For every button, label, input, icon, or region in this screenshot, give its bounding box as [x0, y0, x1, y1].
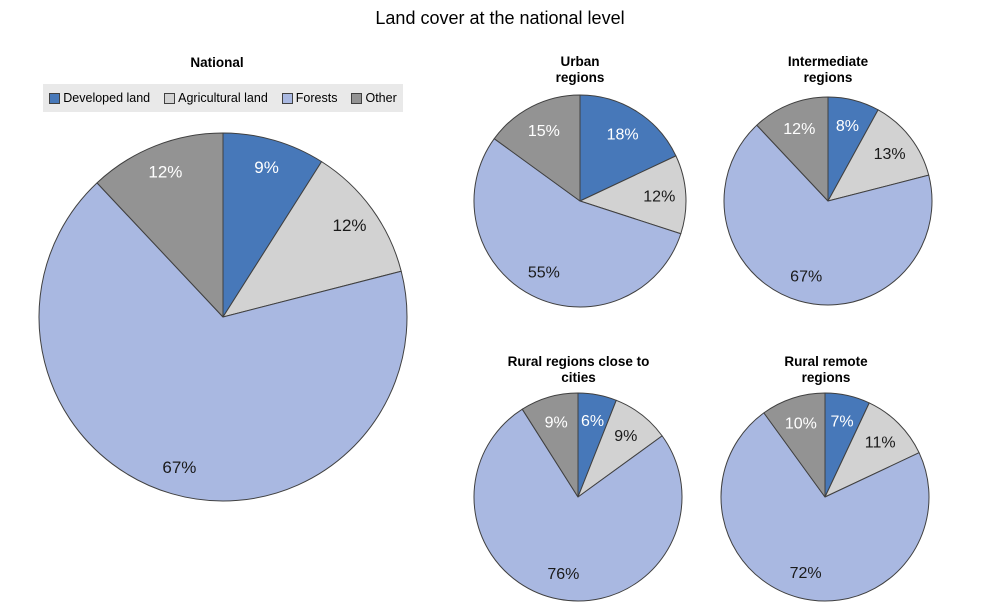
pie-slice-forests — [38, 182, 408, 502]
legend-item-other: Other — [351, 91, 397, 105]
pie-data-label-forests: 72% — [790, 565, 822, 582]
pie-data-label-other: 12% — [148, 163, 182, 182]
legend-item-developed-land: Developed land — [49, 91, 150, 105]
pie-data-label-developed-land: 9% — [254, 158, 279, 177]
pie-slice-other — [521, 392, 579, 498]
pie-rural-remote-regions: 7% 11% 72% 10% — [720, 392, 930, 602]
pie-slice-developed-land — [222, 132, 323, 318]
pie-data-label-other: 10% — [785, 415, 817, 432]
pie-data-label-other: 12% — [783, 121, 815, 138]
chart-title-intermediate-regions: Intermediate regions — [787, 54, 869, 85]
pie-slice-forests — [473, 138, 682, 308]
pie-rural-regions-close-to-cities: 6% 9% 76% 9% — [473, 392, 683, 602]
pie-data-label-agricultural-land: 9% — [614, 428, 637, 445]
pie-slice-other — [756, 96, 829, 202]
pie-slice-forests — [723, 124, 933, 306]
pie-data-label-other: 9% — [545, 415, 568, 432]
pie-data-label-agricultural-land: 12% — [643, 189, 675, 206]
legend-swatch-forests — [281, 92, 293, 104]
legend-label: Agricultural land — [178, 91, 268, 105]
pie-slice-other — [493, 94, 581, 202]
pie-data-label-forests: 67% — [790, 269, 822, 286]
pie-national: 9% 12% 67% 12% — [38, 132, 408, 502]
pie-slice-forests — [473, 408, 683, 602]
pie-slice-agricultural-land — [824, 402, 920, 498]
chart-title-national: National — [190, 55, 244, 70]
pie-data-label-developed-land: 8% — [836, 118, 859, 135]
pie-slice-forests — [720, 412, 930, 602]
legend: Developed land Agricultural land Forests Ot… — [43, 84, 403, 112]
pie-data-label-developed-land: 6% — [581, 413, 604, 430]
legend-item-forests: Forests — [281, 91, 338, 105]
pie-slice-agricultural-land — [222, 161, 402, 318]
pie-data-label-developed-land: 7% — [830, 414, 853, 431]
pie-data-label-forests: 55% — [528, 264, 560, 281]
legend-swatch-agricultural-land — [164, 92, 176, 104]
pie-data-label-agricultural-land: 12% — [332, 216, 366, 235]
legend-swatch-developed-land — [49, 92, 61, 104]
pie-urban-regions: 18% 12% 55% 15% — [473, 94, 687, 308]
pie-slice-agricultural-land — [827, 109, 930, 202]
pie-data-label-agricultural-land: 13% — [874, 146, 906, 163]
legend-label: Other — [365, 91, 397, 105]
legend-item-agricultural-land: Agricultural land — [164, 91, 268, 105]
pie-data-label-other: 15% — [528, 123, 560, 140]
figure-title: Land cover at the national level — [375, 8, 625, 28]
chart-title-rural-regions-close-to-cities: Rural regions close to cities — [507, 354, 650, 385]
pie-slice-other — [96, 132, 224, 318]
legend-swatch-other — [351, 92, 363, 104]
pie-slice-other — [763, 392, 826, 498]
chart-title-urban-regions: Urban regions — [555, 54, 605, 85]
legend-label: Developed land — [63, 91, 151, 105]
pie-slice-agricultural-land — [579, 155, 687, 235]
pie-data-label-forests: 67% — [162, 458, 196, 477]
legend-label: Forests — [295, 91, 338, 105]
pie-data-label-agricultural-land: 11% — [865, 434, 896, 451]
chart-title-rural-remote-regions: Rural remote regions — [784, 354, 868, 385]
pie-slice-developed-land — [579, 94, 677, 202]
pie-data-label-developed-land: 18% — [607, 127, 639, 144]
pie-data-label-forests: 76% — [547, 566, 579, 583]
pie-intermediate-regions: 8% 13% 67% 12% — [723, 96, 933, 306]
